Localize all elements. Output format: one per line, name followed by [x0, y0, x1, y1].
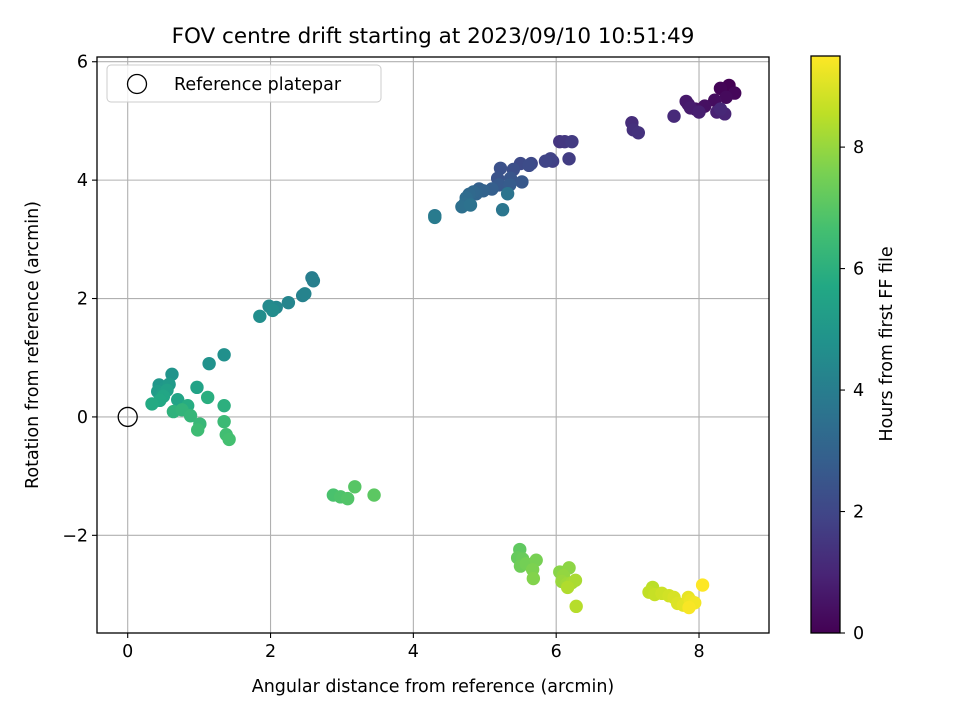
y-tick-label: 6 — [77, 53, 88, 73]
data-point — [526, 571, 541, 586]
data-point — [200, 390, 215, 405]
colorbar-tick-label: 6 — [853, 260, 864, 280]
data-point — [560, 580, 575, 595]
data-point — [493, 161, 508, 175]
data-point — [667, 109, 681, 123]
data-point — [428, 210, 442, 225]
data-point — [165, 367, 179, 382]
data-point — [170, 393, 185, 407]
x-tick-label: 0 — [122, 642, 133, 662]
data-points — [145, 78, 742, 615]
data-point — [217, 348, 231, 362]
data-point — [463, 198, 478, 212]
data-point — [183, 409, 198, 423]
x-tick-label: 8 — [693, 642, 704, 662]
colorbar-tick-label: 4 — [853, 381, 864, 401]
colorbar-tick-label: 2 — [853, 503, 864, 523]
data-point — [340, 491, 355, 506]
reference-layer — [117, 406, 138, 428]
data-point — [298, 287, 312, 301]
y-axis-ticks: −2 0 2 4 6 — [62, 53, 97, 546]
data-point — [565, 134, 579, 149]
legend: Reference platepar — [106, 64, 382, 103]
data-point — [306, 274, 321, 288]
colorbar-tick-label: 8 — [853, 138, 864, 158]
x-tick-label: 6 — [551, 642, 562, 662]
y-tick-label: 4 — [77, 171, 88, 191]
data-point — [522, 158, 536, 173]
colorbar-fill — [811, 56, 840, 633]
colorbar-frame — [810, 55, 841, 634]
legend-entry-reference: Reference platepar — [174, 75, 342, 95]
data-point — [217, 414, 231, 429]
x-tick-label: 2 — [265, 642, 276, 662]
data-point — [682, 600, 696, 615]
data-point — [562, 152, 576, 166]
data-point — [217, 398, 231, 413]
y-tick-label: 2 — [77, 290, 88, 310]
data-point — [281, 295, 296, 310]
data-point — [253, 309, 267, 323]
data-point — [367, 488, 381, 502]
data-point — [695, 578, 710, 592]
data-point — [348, 480, 362, 494]
colorbar: 0 2 4 6 8 Hours from first FF file — [810, 55, 897, 644]
data-point — [719, 90, 733, 104]
data-point — [190, 380, 204, 395]
x-axis-ticks: 0 2 4 6 8 — [122, 633, 705, 662]
y-tick-label: −2 — [62, 526, 88, 546]
data-point — [190, 423, 205, 437]
data-point — [265, 303, 280, 318]
data-point — [145, 397, 159, 411]
x-tick-label: 4 — [408, 642, 419, 662]
data-point — [495, 203, 510, 217]
reference-platepar-marker — [117, 406, 138, 428]
plot-frame — [96, 56, 770, 634]
data-point — [713, 102, 728, 116]
data-point — [538, 154, 553, 168]
data-point — [500, 187, 515, 201]
data-point — [692, 105, 706, 119]
colorbar-tick-label: 0 — [853, 624, 864, 644]
data-point — [202, 356, 216, 371]
data-point — [515, 175, 529, 189]
x-axis-label: Angular distance from reference (arcmin) — [252, 677, 615, 697]
data-point — [631, 126, 646, 140]
data-point — [569, 599, 583, 614]
colorbar-label: Hours from first FF file — [877, 246, 897, 441]
colorbar-ticks: 0 2 4 6 8 — [840, 138, 864, 644]
data-point — [222, 432, 236, 447]
chart-title: FOV centre drift starting at 2023/09/10 … — [172, 24, 695, 49]
plot-grid — [97, 57, 769, 633]
legend-box — [106, 64, 382, 103]
y-axis-label: Rotation from reference (arcmin) — [23, 201, 43, 489]
y-tick-label: 0 — [77, 408, 88, 428]
legend-marker-reference — [126, 73, 148, 95]
